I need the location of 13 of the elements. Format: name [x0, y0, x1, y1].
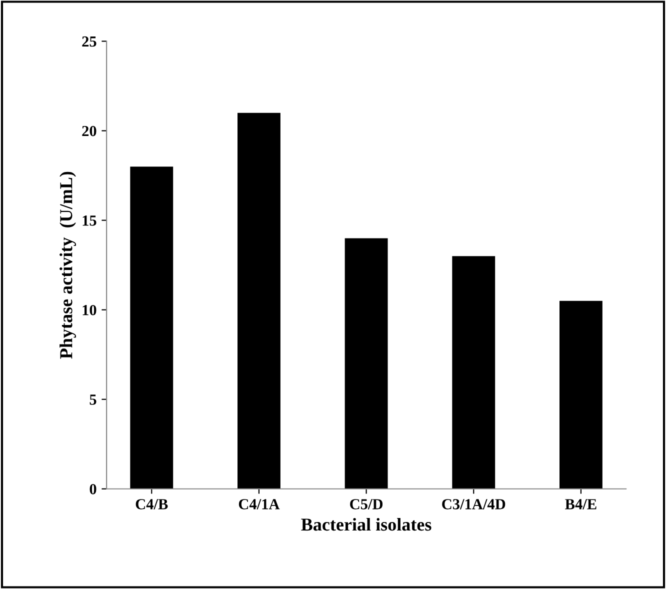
x-axis-title: Bacterial isolates — [301, 518, 432, 531]
x-tick-label: C4/B — [136, 499, 168, 510]
y-tick-label: 15 — [82, 216, 96, 226]
x-tick-label: C4/1A — [238, 499, 280, 510]
y-tick-label: 10 — [82, 304, 96, 316]
y-tick-label: 5 — [90, 394, 96, 405]
x-tick-label: B4/E — [565, 499, 596, 510]
y-axis-title: Phytase activity (U/mL) — [60, 172, 76, 359]
y-tick-label: 20 — [82, 126, 96, 136]
y-tick-label: 0 — [90, 484, 96, 494]
x-tick-label: C3/1A/4D — [442, 499, 506, 510]
y-tick-label: 25 — [82, 36, 96, 47]
x-tick-label: C5/D — [350, 499, 383, 510]
